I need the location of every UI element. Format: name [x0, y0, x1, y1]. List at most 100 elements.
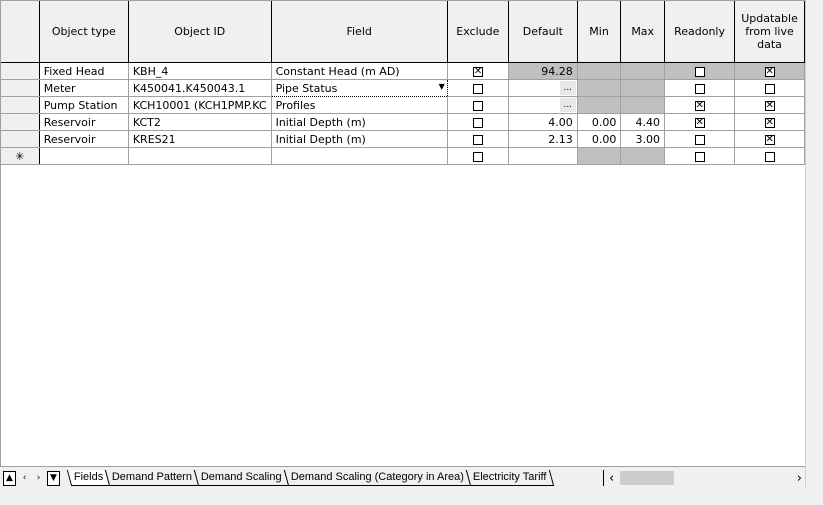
sheet-tab[interactable]: Demand Pattern: [105, 470, 200, 486]
updatable-cell[interactable]: ✕: [734, 130, 805, 148]
exclude-cell[interactable]: [447, 130, 509, 148]
readonly-cell[interactable]: ✕: [664, 113, 736, 131]
updatable-cell[interactable]: ✕: [734, 96, 805, 114]
max-cell[interactable]: 3.00: [620, 130, 665, 148]
checkbox[interactable]: ✕: [694, 116, 705, 128]
checkbox[interactable]: [472, 134, 483, 145]
min-cell[interactable]: [577, 147, 622, 165]
checkbox[interactable]: [694, 83, 705, 94]
horizontal-scrollbar[interactable]: ‹ ›: [603, 470, 804, 486]
checkbox[interactable]: [694, 66, 705, 77]
sheet-tab[interactable]: Fields: [66, 470, 111, 486]
object-type-cell[interactable]: Meter: [39, 79, 129, 97]
checkbox[interactable]: ✕: [472, 65, 483, 77]
default-cell[interactable]: [508, 147, 578, 165]
object-id-cell[interactable]: KBH_4: [128, 62, 272, 80]
object-type-cell[interactable]: Fixed Head: [39, 62, 129, 80]
exclude-cell[interactable]: ✕: [447, 62, 509, 80]
field-cell[interactable]: Initial Depth (m): [271, 130, 448, 148]
updatable-cell[interactable]: [734, 79, 805, 97]
column-header-7[interactable]: Max: [620, 1, 665, 63]
max-cell[interactable]: [620, 62, 665, 80]
max-cell[interactable]: [620, 96, 665, 114]
row-header[interactable]: [1, 79, 40, 97]
prev-tab-button[interactable]: ‹: [22, 472, 27, 483]
object-type-cell[interactable]: Reservoir: [39, 130, 129, 148]
checkbox[interactable]: [694, 134, 705, 145]
column-header-2[interactable]: Object ID: [128, 1, 272, 63]
field-cell[interactable]: ▼ Pipe Status: [270, 79, 448, 97]
readonly-cell[interactable]: [664, 79, 736, 97]
exclude-cell[interactable]: [447, 79, 509, 97]
readonly-cell[interactable]: [664, 130, 736, 148]
scroll-left-icon[interactable]: ‹: [609, 470, 615, 486]
column-header-3[interactable]: Field: [271, 1, 448, 63]
sheet-tab[interactable]: Electricity Tariff: [466, 470, 554, 486]
default-cell[interactable]: 2.13: [508, 130, 578, 148]
dropdown-arrow-icon[interactable]: ▼: [438, 81, 445, 91]
checkbox[interactable]: ✕: [764, 65, 775, 77]
checkbox[interactable]: [694, 151, 705, 162]
object-id-cell[interactable]: K450041.K450043.1: [128, 79, 272, 97]
row-header[interactable]: [1, 113, 40, 131]
column-header-6[interactable]: Min: [577, 1, 622, 63]
first-tab-button[interactable]: ▲: [3, 470, 16, 486]
readonly-cell[interactable]: [664, 147, 736, 165]
field-cell[interactable]: Initial Depth (m): [271, 113, 448, 131]
checkbox[interactable]: [472, 117, 483, 128]
object-id-cell[interactable]: [128, 147, 272, 165]
field-cell[interactable]: Constant Head (m AD): [271, 62, 448, 80]
column-header-5[interactable]: Default: [508, 1, 578, 63]
object-type-cell[interactable]: [39, 147, 129, 165]
min-cell[interactable]: [577, 79, 622, 97]
last-tab-button[interactable]: ▼: [47, 470, 60, 486]
checkbox[interactable]: ✕: [694, 99, 705, 111]
column-header-4[interactable]: Exclude: [447, 1, 509, 63]
checkbox[interactable]: [472, 83, 483, 94]
object-id-cell[interactable]: KRES21: [128, 130, 272, 148]
updatable-cell[interactable]: ✕: [734, 62, 805, 80]
max-cell[interactable]: 4.40: [620, 113, 665, 131]
ellipsis-button[interactable]: ...: [559, 98, 576, 112]
column-header-9[interactable]: Updatable from live data: [734, 1, 805, 63]
max-cell[interactable]: [620, 147, 665, 165]
exclude-cell[interactable]: [447, 147, 509, 165]
field-cell[interactable]: Profiles: [271, 96, 448, 114]
sheet-tab[interactable]: Demand Scaling (Category in Area): [284, 470, 472, 486]
default-cell[interactable]: ...: [508, 79, 578, 97]
table-row[interactable]: Meter K450041.K450043.1 ▼ Pipe Status ...: [1, 79, 805, 97]
sheet-tab[interactable]: Demand Scaling: [194, 470, 290, 486]
column-header-0[interactable]: [1, 1, 40, 63]
field-cell[interactable]: [271, 147, 448, 165]
next-tab-button[interactable]: ›: [36, 472, 41, 483]
checkbox[interactable]: [472, 151, 483, 162]
exclude-cell[interactable]: [447, 113, 509, 131]
table-row[interactable]: Fixed Head KBH_4 Constant Head (m AD) ✕ …: [1, 62, 805, 80]
updatable-cell[interactable]: [734, 147, 805, 165]
table-row[interactable]: Pump Station KCH10001 (KCH1PMP.KC Profil…: [1, 96, 805, 114]
min-cell[interactable]: [577, 62, 622, 80]
new-row[interactable]: ✳: [1, 147, 805, 165]
default-cell[interactable]: 94.28: [508, 62, 578, 80]
row-header[interactable]: [1, 130, 40, 148]
checkbox[interactable]: [472, 100, 483, 111]
ellipsis-button[interactable]: ...: [559, 81, 576, 95]
min-cell[interactable]: 0.00: [577, 113, 622, 131]
default-cell[interactable]: ...: [508, 96, 578, 114]
checkbox[interactable]: ✕: [764, 133, 775, 145]
checkbox[interactable]: ✕: [764, 99, 775, 111]
scroll-right-icon[interactable]: ›: [796, 470, 802, 486]
table-row[interactable]: Reservoir KCT2 Initial Depth (m) 4.00 0.…: [1, 113, 805, 131]
row-header[interactable]: [1, 62, 40, 80]
min-cell[interactable]: 0.00: [577, 130, 622, 148]
max-cell[interactable]: [620, 79, 665, 97]
object-id-cell[interactable]: KCT2: [128, 113, 272, 131]
object-id-cell[interactable]: KCH10001 (KCH1PMP.KC: [128, 96, 272, 114]
column-header-8[interactable]: Readonly: [664, 1, 736, 63]
readonly-cell[interactable]: [664, 62, 736, 80]
default-cell[interactable]: 4.00: [508, 113, 578, 131]
checkbox[interactable]: [764, 83, 775, 94]
column-header-1[interactable]: Object type: [39, 1, 129, 63]
table-row[interactable]: Reservoir KRES21 Initial Depth (m) 2.13 …: [1, 130, 805, 148]
row-header[interactable]: [1, 96, 40, 114]
